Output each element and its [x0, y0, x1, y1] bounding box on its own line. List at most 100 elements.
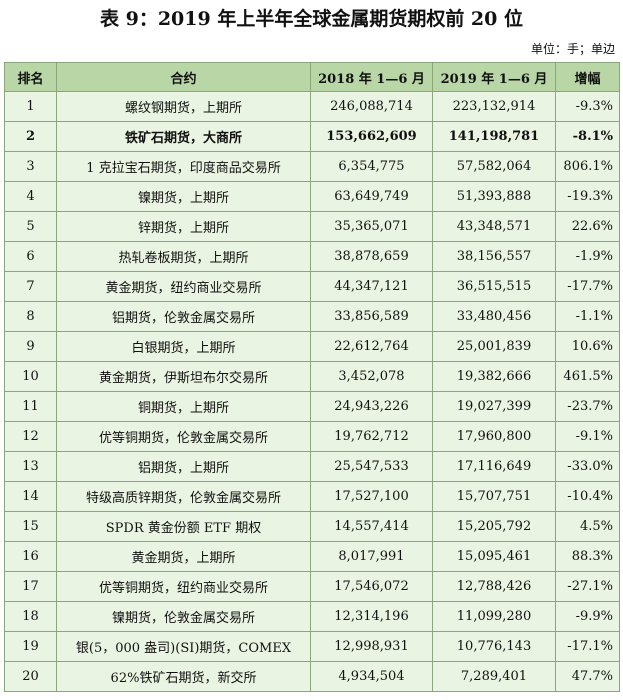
table-row: 16 黄金期货，上期所 8,017,991 15,095,461 88.3%	[4, 541, 620, 572]
table-cell: 17,546,072	[310, 571, 433, 602]
table-cell: 38,878,659	[310, 241, 433, 272]
table-row: 17 优等铜期货，纽约商业交易所 17,546,072 12,788,426 -27.1…	[4, 571, 620, 602]
table-cell: 黄金期货，上期所	[56, 541, 311, 572]
table-cell: 12,788,426	[432, 571, 556, 602]
table-cell: 11	[4, 391, 57, 422]
table-cell: -8.1%	[555, 121, 620, 152]
table-cell: -17.7%	[555, 271, 620, 302]
table-cell: -1.1%	[555, 301, 620, 332]
table-cell: 镍期货，上期所	[56, 181, 311, 212]
table-cell: 9	[4, 331, 57, 362]
table-cell: 20	[4, 661, 57, 692]
table-cell: 51,393,888	[432, 181, 556, 212]
table-cell: 铁矿石期货，大商所	[56, 121, 311, 152]
table-cell: 铝期货，上期所	[56, 451, 311, 482]
table-cell: 15,095,461	[432, 541, 556, 572]
table-cell: 12,998,931	[310, 631, 433, 662]
data-table: 排名 合约 2018 年 1—6 月 2019 年 1—6 月增幅 1 螺纹钢期货，上期…	[4, 62, 620, 692]
table-cell: 24,943,226	[310, 391, 433, 422]
table-cell: 17,116,649	[432, 451, 556, 482]
table-cell: 热轧卷板期货，上期所	[56, 241, 311, 272]
table-cell: 3,452,078	[310, 361, 433, 392]
table-cell: 17,527,100	[310, 481, 433, 512]
table-cell: 6,354,775	[310, 151, 433, 182]
table-cell: 88.3%	[555, 541, 620, 572]
table-cell: -27.1%	[555, 571, 620, 602]
table-cell: 57,582,064	[432, 151, 556, 182]
table-row: 5 锌期货，上期所 35,365,071 43,348,571 22.6%	[4, 211, 620, 242]
table-cell: 14	[4, 481, 57, 512]
table-row: 19 银(5，000 盎司)(SI)期货，COMEX 12,998,931 10,77…	[4, 631, 620, 662]
table-cell: 18	[4, 601, 57, 632]
table-cell: 47.7%	[555, 661, 620, 692]
table-cell: 10	[4, 361, 57, 392]
table-cell: 10.6%	[555, 331, 620, 362]
table-cell: 25,001,839	[432, 331, 556, 362]
table-cell: 15,707,751	[432, 481, 556, 512]
table-cell: 4	[4, 181, 57, 212]
table-cell: 153,662,609	[310, 121, 433, 152]
header-cell: 2019 年 1—6 月	[432, 62, 556, 92]
table-cell: 12,314,196	[310, 601, 433, 632]
table-cell: 优等铜期货，纽约商业交易所	[56, 571, 311, 602]
header-cell: 排名	[4, 62, 57, 92]
header-cell: 2018 年 1—6 月	[310, 62, 433, 92]
table-cell: 锌期货，上期所	[56, 211, 311, 242]
table-row: 13 铝期货，上期所 25,547,533 17,116,649 -33.0%	[4, 451, 620, 482]
table-row: 6 热轧卷板期货，上期所 38,878,659 38,156,557 -1.9%	[4, 241, 620, 272]
table-cell: 8,017,991	[310, 541, 433, 572]
table-row: 14 特级高质锌期货，伦敦金属交易所 17,527,100 15,707,751 -10…	[4, 481, 620, 512]
table-cell: 黄金期货，纽约商业交易所	[56, 271, 311, 302]
table-cell: -19.3%	[555, 181, 620, 212]
header-row: 排名 合约 2018 年 1—6 月 2019 年 1—6 月增幅	[4, 62, 620, 92]
table-cell: 特级高质锌期货，伦敦金属交易所	[56, 481, 311, 512]
table-cell: -10.4%	[555, 481, 620, 512]
table-cell: 19,762,712	[310, 421, 433, 452]
table-cell: 8	[4, 301, 57, 332]
table-cell: 141,198,781	[432, 121, 556, 152]
table-cell: 7	[4, 271, 57, 302]
table-cell: 62%铁矿石期货，新交所	[56, 661, 311, 692]
table-cell: 1 克拉宝石期货，印度商品交易所	[56, 151, 311, 182]
table-cell: 19	[4, 631, 57, 662]
table-cell: 4.5%	[555, 511, 620, 542]
table-cell: 461.5%	[555, 361, 620, 392]
table-row: 2 铁矿石期货，大商所 153,662,609 141,198,781 -8.1%	[4, 121, 620, 152]
table-cell: 25,547,533	[310, 451, 433, 482]
table-cell: 22.6%	[555, 211, 620, 242]
table-cell: 38,156,557	[432, 241, 556, 272]
table-cell: 1	[4, 91, 57, 122]
table-cell: 44,347,121	[310, 271, 433, 302]
table-cell: 15	[4, 511, 57, 542]
table-cell: 35,365,071	[310, 211, 433, 242]
table-cell: -33.0%	[555, 451, 620, 482]
table-cell: 3	[4, 151, 57, 182]
table-cell: 806.1%	[555, 151, 620, 182]
header-cell: 合约	[56, 62, 311, 92]
table-cell: 22,612,764	[310, 331, 433, 362]
table-cell: 6	[4, 241, 57, 272]
table-cell: 36,515,515	[432, 271, 556, 302]
table-cell: 223,132,914	[432, 91, 556, 122]
table-cell: -9.3%	[555, 91, 620, 122]
table-cell: -1.9%	[555, 241, 620, 272]
table-cell: -9.1%	[555, 421, 620, 452]
table-cell: 16	[4, 541, 57, 572]
table-body: 1 螺纹钢期货，上期所 246,088,714 223,132,914 -9.3% 2 铁矿…	[4, 91, 620, 692]
table-cell: 黄金期货，伊斯坦布尔交易所	[56, 361, 311, 392]
table-row: 15 SPDR 黄金份额 ETF 期权 14,557,414 15,205,792 4.…	[4, 511, 620, 542]
table-cell: 铝期货，伦敦金属交易所	[56, 301, 311, 332]
table-cell: 19,027,399	[432, 391, 556, 422]
table-row: 20 62%铁矿石期货，新交所 4,934,504 7,289,401 47.7%	[4, 661, 620, 692]
table-row: 12 优等铜期货，伦敦金属交易所 19,762,712 17,960,800 -9.1%	[4, 421, 620, 452]
table-cell: 33,856,589	[310, 301, 433, 332]
table-cell: 43,348,571	[432, 211, 556, 242]
table-cell: 13	[4, 451, 57, 482]
table-cell: 镍期货，伦敦金属交易所	[56, 601, 311, 632]
table-cell: 15,205,792	[432, 511, 556, 542]
table-cell: SPDR 黄金份额 ETF 期权	[56, 511, 311, 542]
table-cell: 铜期货，上期所	[56, 391, 311, 422]
table-cell: 17,960,800	[432, 421, 556, 452]
